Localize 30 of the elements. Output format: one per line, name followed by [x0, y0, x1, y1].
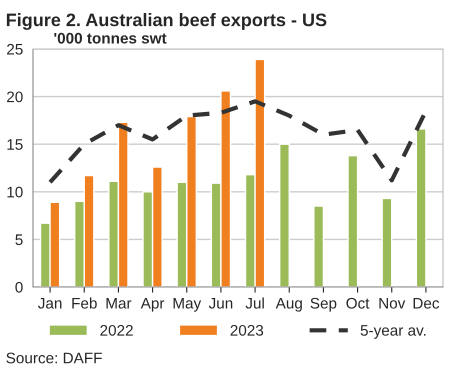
x-tick-label: Jul [246, 297, 264, 309]
x-tick-label: Oct [346, 298, 370, 309]
x-tick-label: May [174, 298, 202, 312]
x-tick-label: Mar [106, 298, 132, 309]
x-tick-label: Jan [38, 298, 62, 309]
y-tick-label: 10 [7, 186, 23, 198]
bar [347, 154, 358, 287]
x-tick-label: Nov [379, 298, 406, 309]
y-tick-label: 15 [7, 139, 23, 150]
x-tick-label: Apr [140, 298, 164, 312]
legend-label: 2023 [230, 324, 264, 336]
x-tick-label: Sep [310, 298, 336, 312]
y-tick-label: 25 [7, 44, 23, 55]
bar [381, 198, 392, 287]
x-tick-label: Aug [276, 298, 302, 312]
source-note: Source: DAFF [6, 352, 102, 364]
bar [313, 205, 324, 287]
chart-title: Figure 2. Australian beef exports - US [6, 13, 326, 30]
bar [416, 128, 427, 287]
y-tick-label: 0 [15, 282, 23, 293]
y-tick-label: 5 [15, 234, 23, 246]
x-tick-label: Dec [414, 298, 440, 309]
y-axis-title: '000 tonnes swt [54, 32, 166, 44]
y-tick-label: 20 [7, 91, 23, 102]
x-tick-label: Feb [72, 297, 97, 309]
legend-label: 2022 [100, 324, 133, 336]
bar [278, 144, 290, 287]
legend-label: 5-year av. [360, 325, 426, 339]
line-series [48, 99, 428, 184]
x-tick-label: Jun [208, 298, 232, 309]
